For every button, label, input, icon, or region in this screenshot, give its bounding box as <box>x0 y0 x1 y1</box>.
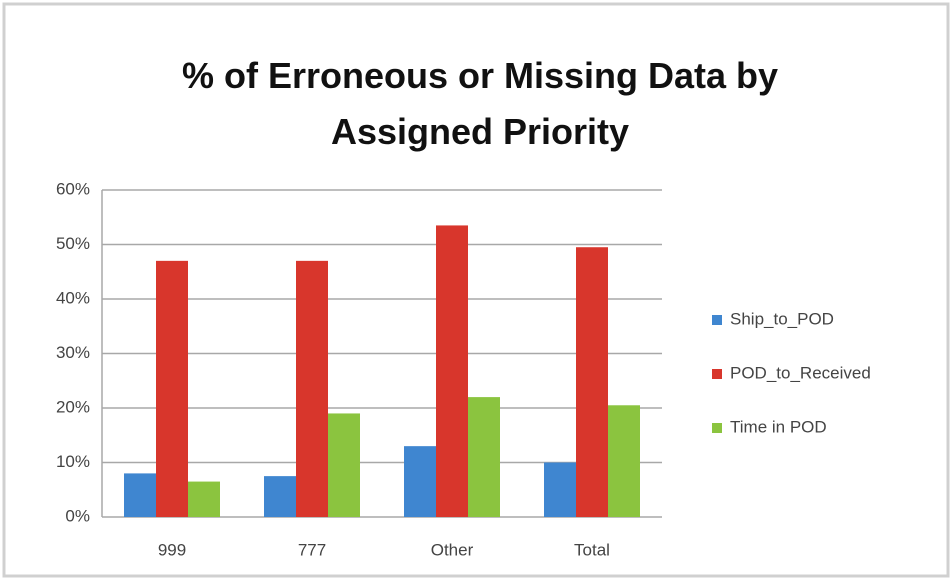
bar <box>328 413 360 517</box>
y-tick-label: 0% <box>65 506 90 525</box>
legend-label: Time in POD <box>730 417 827 436</box>
legend-label: Ship_to_POD <box>730 309 834 328</box>
legend-swatch <box>712 315 722 325</box>
chart-title: % of Erroneous or Missing Data by Assign… <box>181 55 779 152</box>
x-tick-label: Other <box>431 540 474 559</box>
bar <box>404 446 436 517</box>
bar <box>296 260 328 517</box>
bar <box>124 473 156 517</box>
x-tick-label: 999 <box>158 540 186 559</box>
y-tick-label: 20% <box>56 397 90 416</box>
legend-swatch <box>712 423 722 433</box>
bar <box>436 225 468 518</box>
bar <box>608 405 640 517</box>
y-tick-label: 10% <box>56 452 90 471</box>
x-tick-label: Total <box>574 540 610 559</box>
y-tick-label: 30% <box>56 343 90 362</box>
y-tick-label: 60% <box>56 179 90 198</box>
legend-swatch <box>712 369 722 379</box>
y-tick-label: 40% <box>56 288 90 307</box>
bar <box>576 247 608 517</box>
bar <box>544 462 576 517</box>
legend-label: POD_to_Received <box>730 363 871 382</box>
y-tick-label: 50% <box>56 234 90 253</box>
bar <box>468 397 500 517</box>
x-tick-label: 777 <box>298 540 326 559</box>
bar <box>188 481 220 517</box>
bar <box>264 476 296 517</box>
bar <box>156 260 188 517</box>
